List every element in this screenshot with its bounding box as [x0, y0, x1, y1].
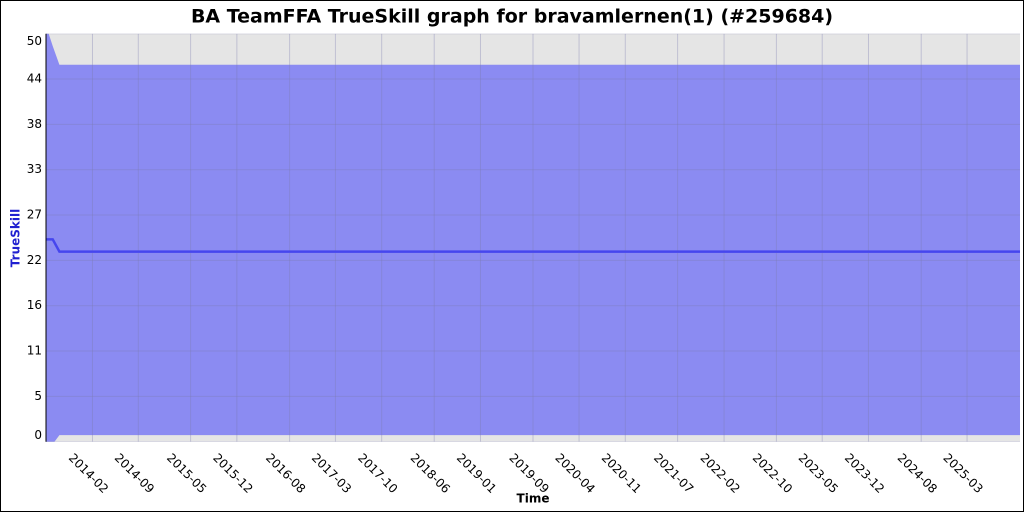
plot-layer: [46, 33, 1020, 442]
y-tick-label: 33: [27, 162, 42, 176]
mean-line: [46, 238, 1020, 253]
y-tick-label: 0: [34, 428, 42, 442]
x-axis-label: Time: [517, 492, 550, 506]
y-tick-label: 16: [27, 298, 42, 312]
y-tick-label: 11: [27, 344, 42, 358]
y-axis-label: TrueSkill: [9, 209, 23, 267]
y-tick-label: 50: [27, 34, 42, 48]
confidence-band: [46, 33, 1020, 442]
chart-title: BA TeamFFA TrueSkill graph for bravamler…: [191, 6, 833, 28]
y-tick-label: 5: [34, 389, 42, 403]
y-tick-label: 27: [27, 208, 42, 222]
y-tick-label: 38: [27, 117, 42, 131]
y-tick-label: 22: [27, 253, 42, 267]
y-tick-label: 44: [27, 72, 42, 86]
